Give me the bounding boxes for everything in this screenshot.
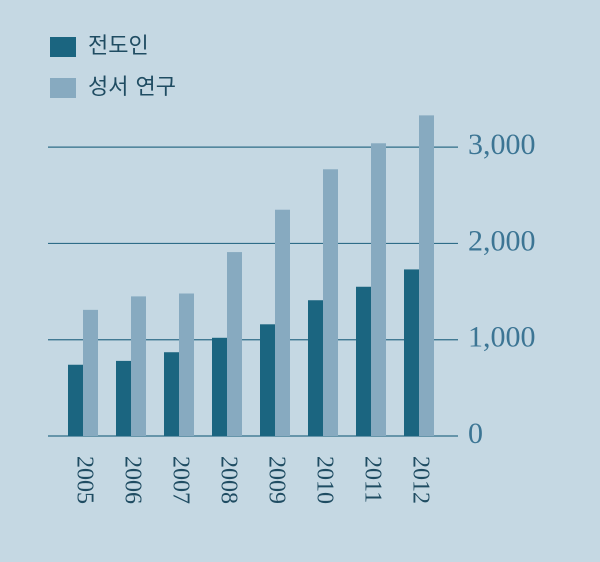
x-tick-label: 2006 <box>119 456 145 504</box>
bar <box>164 352 179 436</box>
bar <box>179 293 194 436</box>
bar <box>83 309 98 436</box>
bar <box>356 286 371 436</box>
y-tick-label: 1,000 <box>468 321 536 354</box>
bar <box>275 209 290 436</box>
bar <box>404 269 419 436</box>
bar <box>212 337 227 436</box>
bar <box>68 364 83 436</box>
bar <box>323 169 338 436</box>
x-tick-label: 2012 <box>407 456 433 504</box>
x-tick-label: 2005 <box>71 456 97 504</box>
legend-swatch <box>50 37 76 57</box>
bar <box>308 300 323 436</box>
y-tick-label: 0 <box>468 417 483 450</box>
legend-label: 전도인 <box>88 34 149 59</box>
legend-swatch <box>50 78 76 98</box>
x-tick-label: 2010 <box>311 456 337 504</box>
bar <box>116 360 131 436</box>
x-tick-label: 2007 <box>167 456 193 504</box>
x-tick-label: 2009 <box>263 456 289 504</box>
bar <box>419 115 434 437</box>
bar <box>227 252 242 436</box>
legend-label: 성서 연구 <box>88 75 176 100</box>
x-tick-label: 2011 <box>359 456 385 503</box>
bar <box>260 324 275 436</box>
bar <box>131 296 146 436</box>
x-tick-label: 2008 <box>215 456 241 504</box>
y-tick-label: 2,000 <box>468 224 536 257</box>
bar <box>371 143 386 436</box>
y-tick-label: 3,000 <box>468 128 536 161</box>
